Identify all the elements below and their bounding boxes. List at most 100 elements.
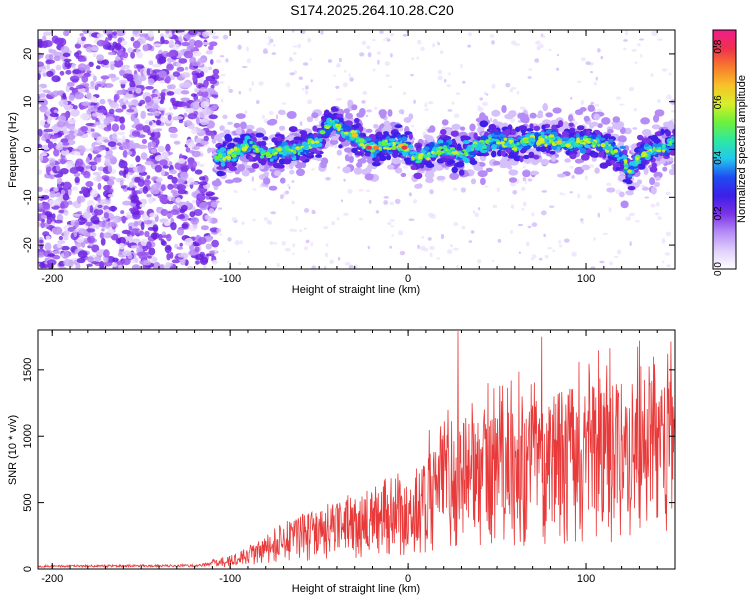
ridge-blob bbox=[277, 136, 282, 141]
noise-speckle bbox=[543, 234, 546, 237]
ridge-blob bbox=[424, 161, 432, 166]
noise-speckle bbox=[169, 107, 173, 110]
noise-speckle bbox=[190, 217, 199, 224]
noise-speckle bbox=[269, 241, 273, 245]
noise-speckle bbox=[42, 41, 49, 48]
ridge-blob bbox=[401, 173, 407, 177]
noise-speckle bbox=[125, 102, 134, 106]
noise-speckle bbox=[209, 208, 215, 214]
ridge-blob bbox=[342, 166, 350, 173]
noise-speckle bbox=[297, 44, 301, 49]
noise-speckle bbox=[101, 238, 106, 246]
noise-speckle bbox=[549, 206, 554, 208]
ridge-blob bbox=[533, 126, 540, 131]
noise-speckle bbox=[594, 82, 597, 86]
spectrogram-y-axis-label: Frequency (Hz) bbox=[7, 112, 19, 188]
noise-speckle bbox=[311, 242, 313, 247]
ridge-blob bbox=[574, 169, 583, 175]
noise-speckle bbox=[195, 254, 203, 260]
noise-speckle bbox=[520, 106, 526, 110]
noise-speckle bbox=[119, 116, 125, 123]
ridge-blob bbox=[215, 156, 219, 160]
noise-speckle bbox=[198, 237, 207, 244]
noise-speckle bbox=[300, 121, 303, 126]
ridge-blob bbox=[485, 140, 489, 144]
noise-speckle bbox=[453, 248, 459, 251]
noise-speckle bbox=[311, 168, 315, 170]
noise-speckle bbox=[389, 246, 392, 249]
ridge-blob bbox=[553, 107, 562, 113]
noise-speckle bbox=[105, 147, 109, 151]
noise-speckle bbox=[49, 54, 54, 60]
noise-speckle bbox=[219, 81, 225, 84]
noise-speckle bbox=[358, 189, 364, 191]
noise-speckle bbox=[120, 210, 124, 214]
noise-speckle bbox=[379, 30, 384, 33]
noise-speckle bbox=[86, 123, 95, 126]
ridge-blob bbox=[391, 146, 396, 150]
ridge-blob bbox=[464, 158, 470, 163]
noise-speckle bbox=[256, 100, 260, 104]
noise-speckle bbox=[166, 64, 174, 71]
ridge-blob bbox=[504, 138, 508, 141]
ridge-blob bbox=[383, 147, 388, 149]
noise-speckle bbox=[166, 234, 172, 242]
noise-speckle bbox=[645, 197, 650, 199]
noise-speckle bbox=[75, 177, 80, 183]
ridge-blob bbox=[277, 164, 285, 168]
noise-speckle bbox=[135, 78, 142, 85]
noise-speckle bbox=[383, 196, 389, 199]
ridge-blob bbox=[580, 140, 583, 143]
noise-speckle bbox=[165, 76, 171, 84]
ridge-blob bbox=[379, 109, 387, 117]
noise-speckle bbox=[96, 174, 101, 182]
noise-speckle bbox=[70, 76, 80, 82]
noise-speckle bbox=[425, 102, 428, 107]
noise-speckle bbox=[117, 38, 122, 43]
noise-speckle bbox=[307, 99, 312, 104]
noise-speckle bbox=[212, 36, 219, 40]
noise-speckle bbox=[67, 82, 75, 87]
noise-speckle bbox=[39, 154, 43, 161]
noise-speckle bbox=[107, 222, 117, 227]
ridge-blob bbox=[279, 152, 284, 155]
noise-speckle bbox=[140, 111, 146, 119]
ridge-blob bbox=[222, 157, 225, 160]
ridge-blob bbox=[249, 141, 253, 144]
noise-speckle bbox=[96, 136, 103, 143]
noise-speckle bbox=[54, 56, 61, 62]
noise-speckle bbox=[341, 199, 343, 202]
noise-speckle bbox=[403, 166, 408, 169]
ridge-blob bbox=[370, 153, 374, 158]
noise-speckle bbox=[586, 61, 591, 65]
noise-speckle bbox=[235, 240, 240, 245]
noise-speckle bbox=[366, 115, 369, 117]
noise-speckle bbox=[61, 46, 70, 54]
noise-speckle bbox=[387, 39, 391, 42]
noise-speckle bbox=[662, 238, 666, 243]
ridge-blob bbox=[512, 148, 518, 151]
noise-speckle bbox=[169, 169, 177, 174]
ridge-blob bbox=[625, 165, 629, 168]
ridge-blob bbox=[569, 123, 574, 127]
ridge-blob bbox=[471, 178, 476, 184]
noise-speckle bbox=[92, 165, 96, 170]
ridge-blob bbox=[638, 148, 645, 152]
noise-speckle bbox=[64, 209, 69, 215]
noise-speckle bbox=[570, 97, 572, 100]
noise-speckle bbox=[234, 190, 238, 193]
noise-speckle bbox=[249, 87, 252, 91]
ridge-blob bbox=[315, 137, 319, 140]
noise-speckle bbox=[417, 40, 421, 45]
noise-speckle bbox=[44, 129, 54, 132]
noise-speckle bbox=[122, 142, 130, 150]
ridge-blob bbox=[643, 137, 650, 143]
noise-speckle bbox=[274, 242, 277, 245]
noise-speckle bbox=[63, 130, 69, 134]
noise-speckle bbox=[263, 48, 268, 53]
noise-speckle bbox=[167, 91, 175, 96]
noise-speckle bbox=[126, 109, 134, 113]
noise-speckle bbox=[541, 210, 547, 215]
noise-speckle bbox=[196, 69, 202, 72]
